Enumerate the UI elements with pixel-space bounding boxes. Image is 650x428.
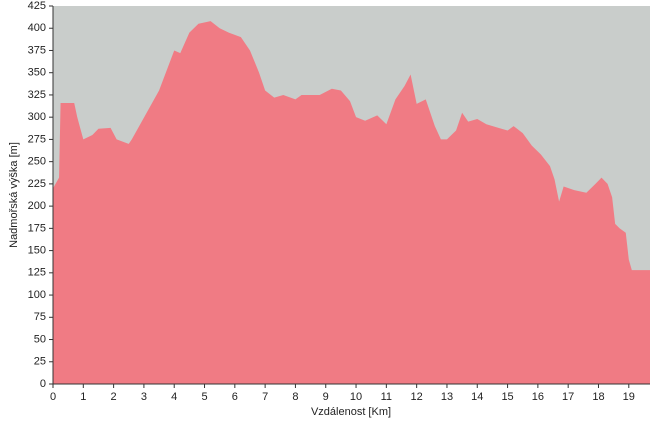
x-tick-label: 1 bbox=[80, 391, 86, 403]
y-tick-label: 375 bbox=[28, 44, 46, 56]
x-tick-label: 7 bbox=[262, 391, 268, 403]
x-tick-label: 18 bbox=[592, 391, 604, 403]
y-tick-label: 225 bbox=[28, 178, 46, 190]
y-tick-label: 100 bbox=[28, 289, 46, 301]
x-tick-label: 0 bbox=[50, 391, 56, 403]
x-tick-label: 10 bbox=[350, 391, 362, 403]
x-axis-title: Vzdálenost [Km] bbox=[311, 406, 391, 418]
x-tick-label: 14 bbox=[471, 391, 483, 403]
y-tick-label: 400 bbox=[28, 22, 46, 34]
y-tick-label: 75 bbox=[34, 311, 46, 323]
x-tick-label: 16 bbox=[532, 391, 544, 403]
y-tick-label: 25 bbox=[34, 356, 46, 368]
y-tick-label: 50 bbox=[34, 333, 46, 345]
y-tick-label: 0 bbox=[40, 378, 46, 390]
x-tick-label: 12 bbox=[411, 391, 423, 403]
x-tick-label: 13 bbox=[441, 391, 453, 403]
y-tick-label: 175 bbox=[28, 222, 46, 234]
x-tick-label: 2 bbox=[111, 391, 117, 403]
x-tick-label: 15 bbox=[501, 391, 513, 403]
x-tick-label: 5 bbox=[201, 391, 207, 403]
y-tick-label: 275 bbox=[28, 133, 46, 145]
y-tick-label: 150 bbox=[28, 244, 46, 256]
x-tick-label: 6 bbox=[232, 391, 238, 403]
x-tick-label: 17 bbox=[562, 391, 574, 403]
elevation-area bbox=[53, 21, 650, 385]
y-tick-label: 350 bbox=[28, 67, 46, 79]
x-tick-label: 9 bbox=[323, 391, 329, 403]
x-tick-label: 19 bbox=[623, 391, 635, 403]
y-tick-label: 300 bbox=[28, 111, 46, 123]
y-tick-label: 200 bbox=[28, 200, 46, 212]
y-tick-label: 125 bbox=[28, 267, 46, 279]
x-tick-label: 3 bbox=[141, 391, 147, 403]
y-tick-label: 250 bbox=[28, 156, 46, 168]
x-tick-label: 11 bbox=[381, 391, 392, 403]
y-axis-title: Nadmořská výška [m] bbox=[8, 142, 20, 248]
x-tick-label: 8 bbox=[292, 391, 298, 403]
y-tick-label: 425 bbox=[28, 0, 46, 12]
y-tick-label: 325 bbox=[28, 89, 46, 101]
x-tick-label: 4 bbox=[171, 391, 177, 403]
